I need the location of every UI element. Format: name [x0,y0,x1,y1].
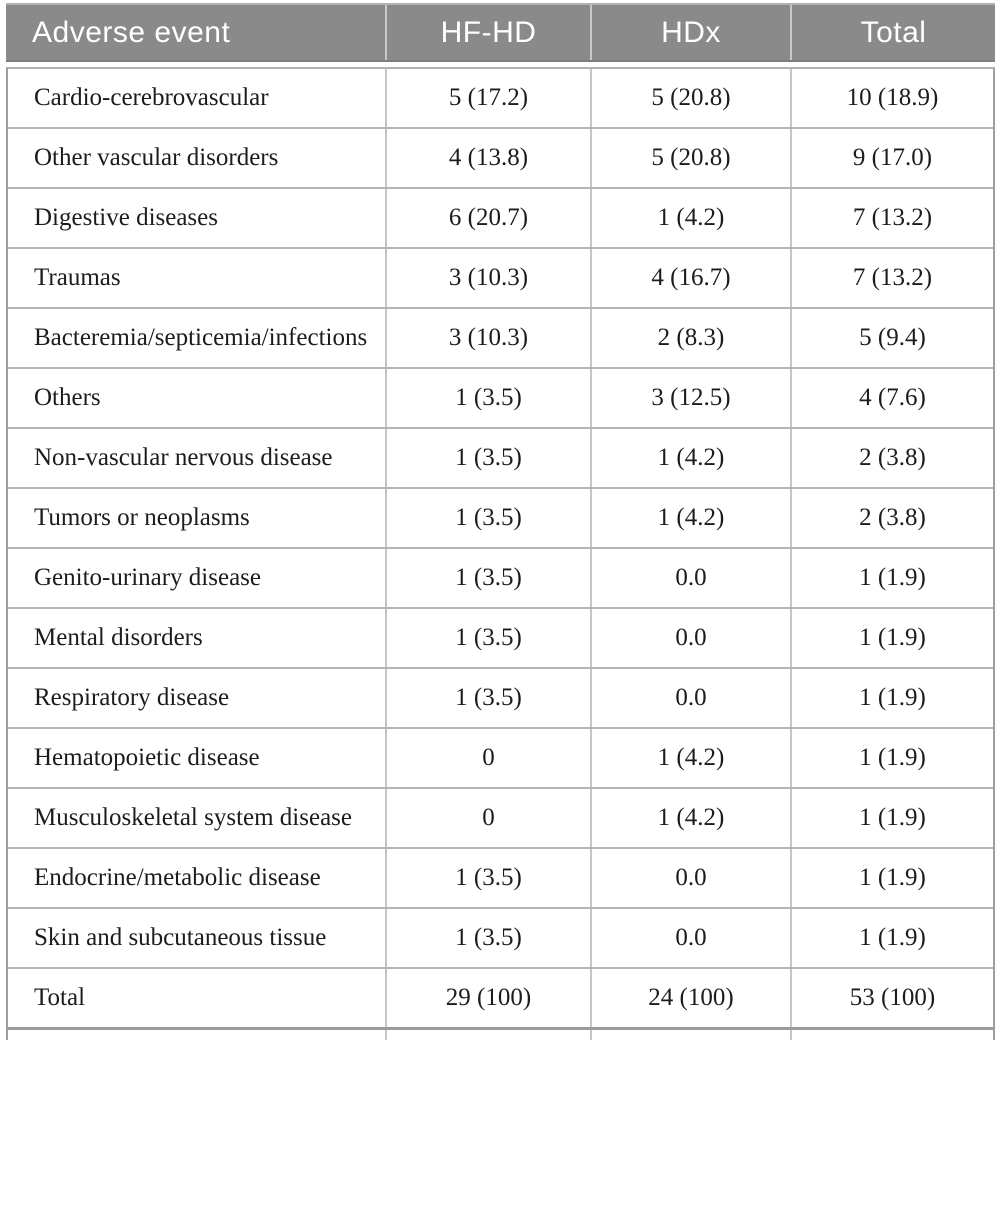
hdx-value-cell: 3 (12.5) [590,369,790,427]
hdx-value-cell: 1 (4.2) [590,729,790,787]
table-row: Traumas 3 (10.3) 4 (16.7) 7 (13.2) [8,249,993,309]
hdx-value-cell: 0.0 [590,549,790,607]
column-header-hdx: HDx [590,5,790,60]
table-row: Endocrine/metabolic disease 1 (3.5) 0.0 … [8,849,993,909]
table-header-row: Adverse event HF-HD HDx Total [6,3,995,62]
table-row: Mental disorders 1 (3.5) 0.0 1 (1.9) [8,609,993,669]
partial-next-row [8,1030,993,1040]
total-value-cell: 7 (13.2) [790,249,993,307]
adverse-event-cell: Total [34,984,86,1011]
hf-hd-value-cell: 1 (3.5) [385,429,590,487]
hf-hd-value-cell: 1 (3.5) [385,669,590,727]
column-header-adverse-event: Adverse event [32,15,231,49]
table-row: Genito-urinary disease 1 (3.5) 0.0 1 (1.… [8,549,993,609]
hf-hd-value-cell: 1 (3.5) [385,489,590,547]
total-value-cell: 1 (1.9) [790,729,993,787]
table-row: Total 29 (100) 24 (100) 53 (100) [8,969,993,1030]
table-row: Others 1 (3.5) 3 (12.5) 4 (7.6) [8,369,993,429]
hdx-value-cell: 1 (4.2) [590,189,790,247]
table-row: Tumors or neoplasms 1 (3.5) 1 (4.2) 2 (3… [8,489,993,549]
hf-hd-value-cell: 3 (10.3) [385,309,590,367]
total-value-cell: 9 (17.0) [790,129,993,187]
hdx-value-cell: 24 (100) [590,969,790,1027]
table-row: Hematopoietic disease 0 1 (4.2) 1 (1.9) [8,729,993,789]
adverse-event-cell: Cardio-cerebrovascular [34,84,269,111]
hdx-value-cell: 1 (4.2) [590,429,790,487]
header-body-divider [6,62,995,67]
total-value-cell: 1 (1.9) [790,909,993,967]
total-value-cell: 4 (7.6) [790,369,993,427]
total-value-cell: 1 (1.9) [790,609,993,667]
hdx-value-cell: 0.0 [590,909,790,967]
table-cell [790,1030,993,1040]
total-value-cell: 1 (1.9) [790,549,993,607]
adverse-event-cell: Mental disorders [34,624,203,651]
table-cell [8,1030,385,1040]
hf-hd-value-cell: 1 (3.5) [385,369,590,427]
column-header-hf-hd: HF-HD [385,5,590,60]
hf-hd-value-cell: 1 (3.5) [385,549,590,607]
adverse-event-cell: Hematopoietic disease [34,744,260,771]
hdx-value-cell: 5 (20.8) [590,69,790,127]
adverse-events-table: Adverse event HF-HD HDx Total Cardio-cer… [6,3,995,1040]
hf-hd-value-cell: 5 (17.2) [385,69,590,127]
hdx-value-cell: 0.0 [590,669,790,727]
adverse-event-cell: Traumas [34,264,121,291]
hdx-value-cell: 0.0 [590,609,790,667]
total-value-cell: 1 (1.9) [790,849,993,907]
hf-hd-value-cell: 1 (3.5) [385,609,590,667]
hf-hd-value-cell: 1 (3.5) [385,849,590,907]
table-row: Non-vascular nervous disease 1 (3.5) 1 (… [8,429,993,489]
column-header-total: Total [790,5,995,60]
adverse-event-cell: Others [34,384,101,411]
total-value-cell: 5 (9.4) [790,309,993,367]
hdx-value-cell: 2 (8.3) [590,309,790,367]
table-row: Skin and subcutaneous tissue 1 (3.5) 0.0… [8,909,993,969]
total-value-cell: 1 (1.9) [790,789,993,847]
hdx-value-cell: 0.0 [590,849,790,907]
adverse-event-cell: Genito-urinary disease [34,564,262,591]
table-row: Musculoskeletal system disease 0 1 (4.2)… [8,789,993,849]
hdx-value-cell: 5 (20.8) [590,129,790,187]
adverse-event-cell: Non-vascular nervous disease [34,444,333,471]
table-row: Respiratory disease 1 (3.5) 0.0 1 (1.9) [8,669,993,729]
hf-hd-value-cell: 3 (10.3) [385,249,590,307]
hf-hd-value-cell: 29 (100) [385,969,590,1027]
total-value-cell: 2 (3.8) [790,489,993,547]
table-row: Bacteremia/septicemia/infections 3 (10.3… [8,309,993,369]
hf-hd-value-cell: 0 [385,729,590,787]
total-value-cell: 1 (1.9) [790,669,993,727]
table-cell [385,1030,590,1040]
hdx-value-cell: 4 (16.7) [590,249,790,307]
hf-hd-value-cell: 0 [385,789,590,847]
hf-hd-value-cell: 4 (13.8) [385,129,590,187]
table-row: Other vascular disorders 4 (13.8) 5 (20.… [8,129,993,189]
total-value-cell: 7 (13.2) [790,189,993,247]
adverse-event-cell: Endocrine/metabolic disease [34,864,321,891]
adverse-event-cell: Musculoskeletal system disease [34,804,352,831]
adverse-event-cell: Tumors or neoplasms [34,504,250,531]
hdx-value-cell: 1 (4.2) [590,489,790,547]
hf-hd-value-cell: 6 (20.7) [385,189,590,247]
table-row: Digestive diseases 6 (20.7) 1 (4.2) 7 (1… [8,189,993,249]
total-value-cell: 53 (100) [790,969,993,1027]
hf-hd-value-cell: 1 (3.5) [385,909,590,967]
adverse-event-cell: Other vascular disorders [34,144,279,171]
adverse-event-cell: Skin and subcutaneous tissue [34,924,327,951]
total-value-cell: 2 (3.8) [790,429,993,487]
table-body: Cardio-cerebrovascular 5 (17.2) 5 (20.8)… [6,67,995,1040]
hdx-value-cell: 1 (4.2) [590,789,790,847]
table-cell [590,1030,790,1040]
adverse-event-cell: Bacteremia/septicemia/infections [34,324,368,351]
total-value-cell: 10 (18.9) [790,69,993,127]
adverse-event-cell: Digestive diseases [34,204,218,231]
table-row: Cardio-cerebrovascular 5 (17.2) 5 (20.8)… [8,69,993,129]
adverse-event-cell: Respiratory disease [34,684,230,711]
